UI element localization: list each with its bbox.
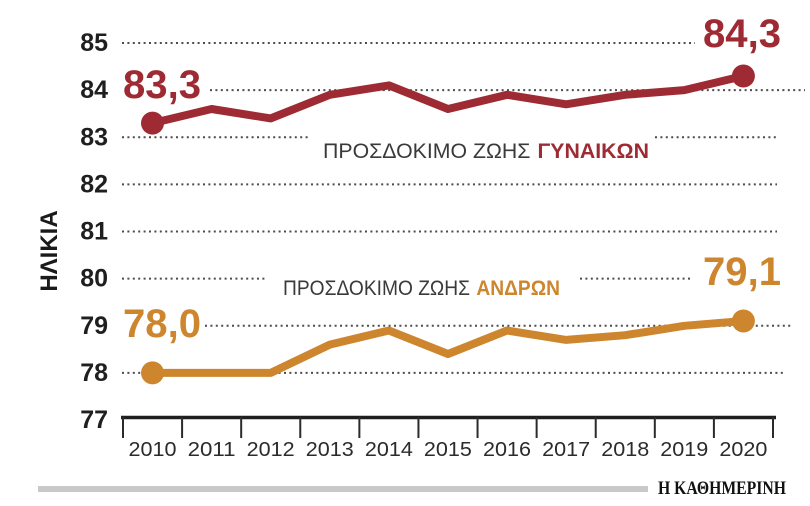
x-tick-label-2014: 2014 <box>365 439 413 461</box>
x-tick-label-2018: 2018 <box>601 439 649 461</box>
men-start-dot <box>141 361 164 385</box>
women-legend-highlight: ΓΥΝΑΙΚΩΝ <box>538 140 649 163</box>
gridlines <box>122 42 805 374</box>
women-start-value-label: 83,3 <box>123 63 201 107</box>
x-tick-label-2016: 2016 <box>483 439 531 461</box>
men-end-dot <box>731 309 755 333</box>
x-tick-label-2017: 2017 <box>542 439 590 461</box>
source-logo: Η ΚΑΘΗΜΕΡΙΝΗ <box>658 478 786 499</box>
men-line-series <box>148 317 748 377</box>
x-tick-label-2020: 2020 <box>719 439 767 461</box>
women-legend-prefix: ΠΡΟΣΔΟΚΙΜΟ ΖΩΗΣ <box>323 140 530 163</box>
y-axis-title: ΗΛΙΚΙΑ <box>36 210 63 291</box>
women-series-legend: ΠΡΟΣΔΟΚΙΜΟ ΖΩΗΣ ΓΥΝΑΙΚΩΝ <box>323 140 649 163</box>
footer-divider-bar <box>38 486 648 492</box>
women-start-dot <box>141 111 164 135</box>
y-tick-label-83: 83 <box>80 123 108 151</box>
y-tick-label-77: 77 <box>80 406 108 434</box>
women-end-value-label: 84,3 <box>703 12 781 56</box>
y-tick-label-79: 79 <box>80 312 108 340</box>
x-tick-label-2011: 2011 <box>188 439 236 461</box>
men-end-value-label: 79,1 <box>703 250 781 294</box>
men-legend-highlight: ΑΝΔΡΩΝ <box>476 277 560 300</box>
y-tick-label-80: 80 <box>80 265 108 293</box>
y-tick-label-81: 81 <box>80 218 108 246</box>
women-end-dot <box>731 64 755 88</box>
men-series-legend: ΠΡΟΣΔΟΚΙΜΟ ΖΩΗΣ ΑΝΔΡΩΝ <box>283 277 560 300</box>
y-axis-tick-labels: 85 84 83 82 81 80 79 78 77 <box>80 29 108 434</box>
x-tick-label-2019: 2019 <box>660 439 708 461</box>
data-series <box>141 64 755 385</box>
x-tick-label-2015: 2015 <box>424 439 472 461</box>
men-start-value-label: 78,0 <box>123 302 201 346</box>
y-tick-label-78: 78 <box>80 359 108 387</box>
x-axis-tick-labels: 2010 2011 2012 2013 2014 2015 2016 2017 2018 2019… <box>129 439 768 461</box>
x-tick-label-2010: 2010 <box>129 439 177 461</box>
x-axis-ticks <box>122 417 774 438</box>
x-tick-label-2012: 2012 <box>247 439 295 461</box>
x-tick-label-2013: 2013 <box>306 439 354 461</box>
women-line-series <box>148 72 748 128</box>
y-tick-label-85: 85 <box>80 29 108 57</box>
y-tick-label-84: 84 <box>80 76 108 104</box>
y-tick-label-82: 82 <box>80 170 108 198</box>
men-legend-prefix: ΠΡΟΣΔΟΚΙΜΟ ΖΩΗΣ <box>283 277 470 300</box>
